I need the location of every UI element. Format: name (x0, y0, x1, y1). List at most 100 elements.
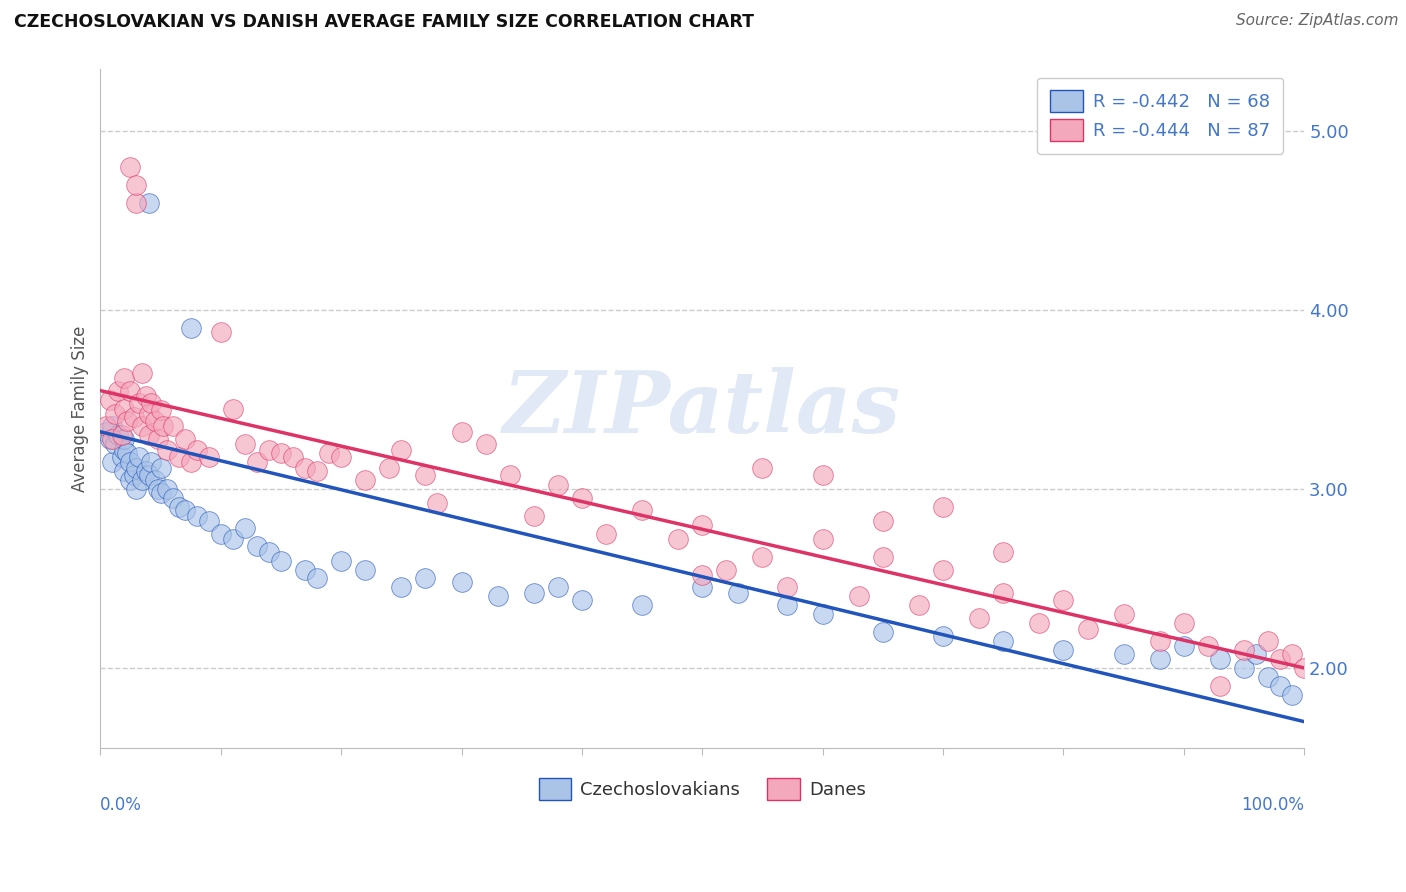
Point (547, 478, 569, 492)
Point (246, 455, 269, 469)
Point (967, 611, 990, 625)
Point (908, 599, 931, 613)
Point (872, 549, 894, 564)
Point (112, 464, 135, 478)
Point (811, 532, 834, 546)
Point (848, 590, 870, 604)
Point (305, 572, 328, 586)
Point (1209, 679, 1232, 693)
Point (1294, 661, 1316, 675)
Point (209, 325, 232, 339)
Point (631, 503, 654, 517)
Point (112, 432, 135, 446)
Point (167, 450, 190, 464)
Point (716, 563, 738, 577)
Point (246, 539, 269, 553)
Text: 100.0%: 100.0% (1241, 796, 1305, 814)
Point (1281, 647, 1303, 661)
Point (811, 467, 834, 482)
Point (1244, 647, 1267, 661)
Point (111, 450, 134, 464)
Point (257, 544, 280, 558)
Point (143, 473, 166, 487)
Text: ZIPatlas: ZIPatlas (503, 367, 901, 450)
Point (104, 437, 127, 451)
Point (1149, 652, 1171, 666)
Point (96, 419, 118, 434)
Point (571, 593, 593, 607)
Y-axis label: Average Family Size: Average Family Size (72, 326, 89, 491)
Point (1257, 634, 1279, 648)
Point (101, 455, 124, 469)
Point (101, 419, 124, 434)
Point (96, 425, 118, 439)
Point (128, 450, 150, 464)
Point (1209, 652, 1232, 666)
Point (690, 517, 713, 532)
Point (281, 450, 304, 464)
Point (146, 482, 169, 496)
Point (270, 553, 292, 567)
Point (932, 629, 955, 643)
Point (523, 508, 546, 523)
Point (775, 599, 797, 613)
Point (426, 496, 449, 510)
Point (1257, 670, 1279, 684)
Point (1112, 607, 1135, 622)
Point (547, 581, 569, 595)
Point (233, 437, 256, 451)
Point (146, 432, 169, 446)
Point (872, 514, 894, 528)
Point (120, 455, 142, 469)
Point (378, 460, 401, 475)
Point (1233, 661, 1256, 675)
Point (138, 195, 160, 210)
Point (1052, 593, 1074, 607)
Point (98, 432, 121, 446)
Point (389, 442, 412, 457)
Point (209, 526, 232, 541)
Point (666, 532, 689, 546)
Text: Source: ZipAtlas.com: Source: ZipAtlas.com (1236, 13, 1399, 29)
Point (775, 581, 797, 595)
Point (138, 467, 160, 482)
Point (138, 428, 160, 442)
Point (727, 586, 749, 600)
Legend: Czechoslovakians, Danes: Czechoslovakians, Danes (531, 771, 873, 807)
Point (932, 563, 955, 577)
Point (155, 442, 177, 457)
Point (112, 371, 135, 385)
Point (173, 503, 195, 517)
Point (162, 419, 184, 434)
Point (690, 581, 713, 595)
Point (149, 403, 172, 417)
Point (139, 455, 162, 469)
Point (415, 572, 437, 586)
Point (751, 460, 773, 475)
Point (294, 563, 316, 577)
Text: CZECHOSLOVAKIAN VS DANISH AVERAGE FAMILY SIZE CORRELATION CHART: CZECHOSLOVAKIAN VS DANISH AVERAGE FAMILY… (14, 13, 754, 31)
Point (125, 482, 148, 496)
Text: 0.0%: 0.0% (100, 796, 142, 814)
Point (1268, 652, 1291, 666)
Point (149, 485, 172, 500)
Point (1233, 643, 1256, 657)
Point (450, 425, 472, 439)
Point (450, 575, 472, 590)
Point (1052, 643, 1074, 657)
Point (197, 450, 219, 464)
Point (125, 460, 148, 475)
Point (872, 625, 894, 640)
Point (115, 414, 138, 428)
Point (1112, 647, 1135, 661)
Point (354, 563, 377, 577)
Point (690, 568, 713, 582)
Point (120, 473, 142, 487)
Point (104, 407, 127, 421)
Point (162, 491, 184, 505)
Point (115, 446, 138, 460)
Point (305, 464, 328, 478)
Point (173, 432, 195, 446)
Point (152, 419, 174, 434)
Point (389, 581, 412, 595)
